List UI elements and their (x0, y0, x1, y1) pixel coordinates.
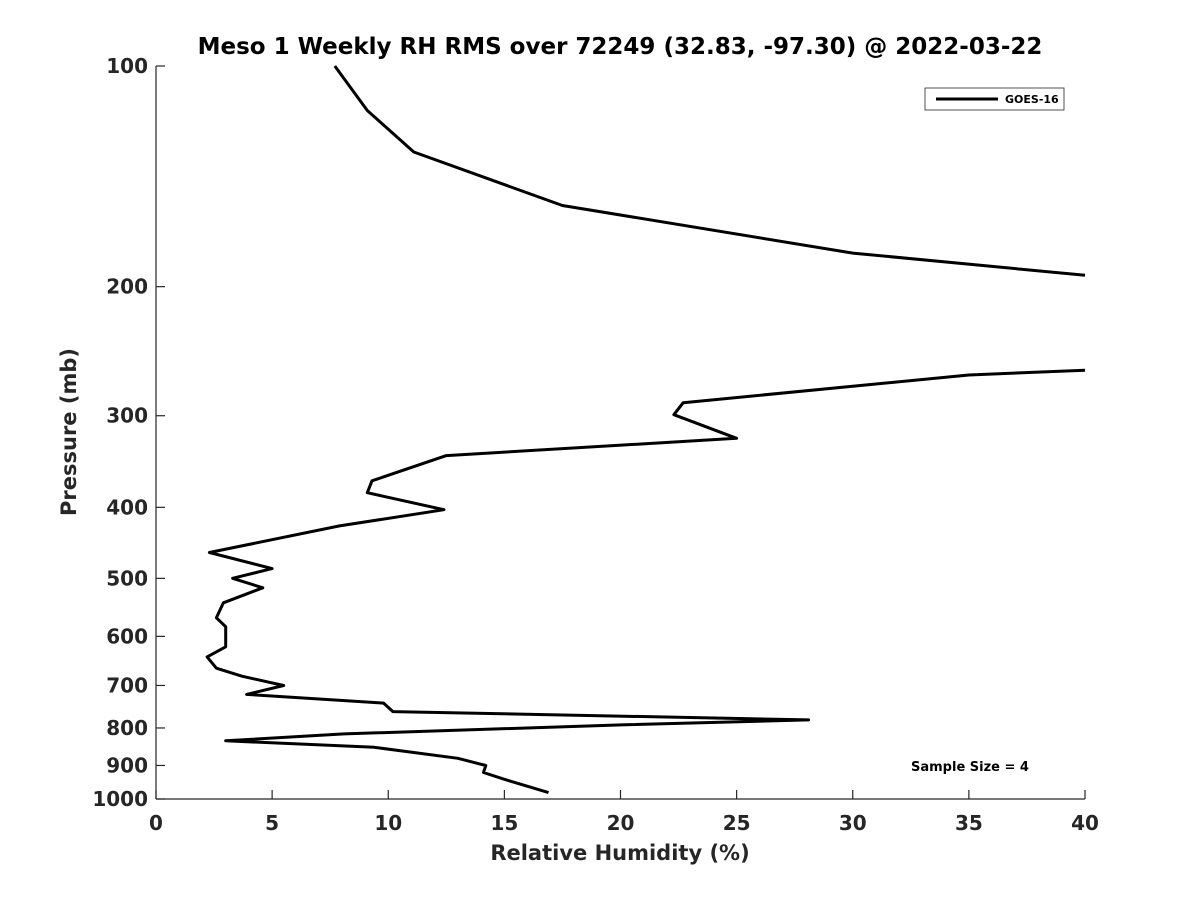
y-tick-label: 900 (106, 753, 148, 777)
legend-label-goes-16: GOES-16 (1005, 93, 1059, 106)
x-axis-ticks: 0 5 10 15 20 25 30 35 40 (149, 790, 1099, 835)
x-tick-label: 30 (839, 811, 867, 835)
y-tick-label: 400 (106, 495, 148, 519)
series-line-goes-16 (205, 368, 1086, 795)
y-tick-label: 500 (106, 566, 148, 590)
x-tick-label: 5 (265, 811, 279, 835)
x-axis-label: Relative Humidity (%) (490, 841, 749, 865)
x-tick-label: 0 (149, 811, 163, 835)
series-line-goes-16 (333, 65, 1086, 277)
series-layer (205, 65, 1086, 795)
y-tick-label: 800 (106, 716, 148, 740)
y-tick-label: 100 (106, 54, 148, 78)
x-tick-label: 40 (1071, 811, 1099, 835)
chart-title: Meso 1 Weekly RH RMS over 72249 (32.83, … (198, 34, 1043, 60)
y-tick-label: 1000 (92, 787, 148, 811)
x-tick-label: 25 (723, 811, 751, 835)
x-tick-label: 20 (607, 811, 635, 835)
y-tick-label: 200 (106, 275, 148, 299)
y-tick-label: 600 (106, 624, 148, 648)
x-tick-label: 10 (374, 811, 402, 835)
x-tick-label: 15 (490, 811, 518, 835)
x-tick-label: 35 (955, 811, 983, 835)
y-axis-label: Pressure (mb) (57, 348, 81, 516)
y-tick-label: 300 (106, 404, 148, 428)
y-tick-label: 700 (106, 673, 148, 697)
legend: GOES-16 (924, 87, 1065, 111)
sample-size-annotation: Sample Size = 4 (911, 760, 1029, 775)
y-axis-ticks: 100 200 300 400 500 600 700 800 900 1000 (92, 54, 165, 811)
